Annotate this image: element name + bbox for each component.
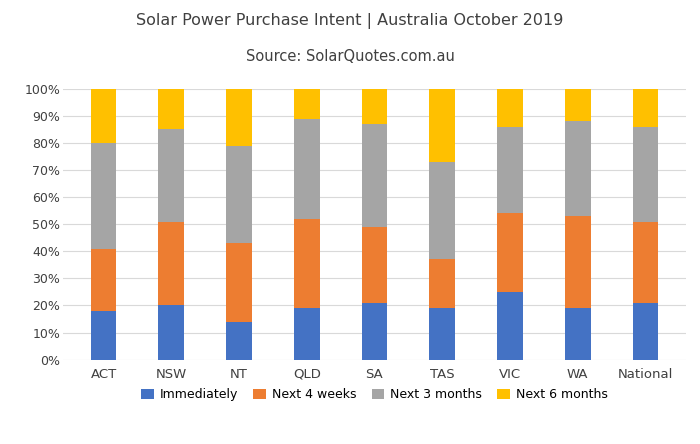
Bar xyxy=(226,322,252,360)
Bar xyxy=(429,259,455,308)
Bar xyxy=(226,243,252,322)
Bar xyxy=(91,249,116,311)
Bar xyxy=(158,222,184,305)
Bar xyxy=(633,127,658,222)
Bar xyxy=(362,124,387,227)
Bar xyxy=(565,216,591,308)
Bar xyxy=(497,89,523,127)
Bar xyxy=(294,119,320,219)
Bar xyxy=(91,89,116,143)
Bar xyxy=(633,222,658,303)
Bar xyxy=(294,89,320,119)
Bar xyxy=(91,143,116,249)
Bar xyxy=(91,311,116,360)
Bar xyxy=(158,130,184,222)
Bar xyxy=(226,89,252,146)
Text: Solar Power Purchase Intent | Australia October 2019: Solar Power Purchase Intent | Australia … xyxy=(136,13,564,29)
Bar xyxy=(158,305,184,360)
Bar xyxy=(497,292,523,360)
Bar xyxy=(565,308,591,360)
Bar xyxy=(362,303,387,360)
Bar xyxy=(633,303,658,360)
Text: Source: SolarQuotes.com.au: Source: SolarQuotes.com.au xyxy=(246,49,454,64)
Bar xyxy=(294,219,320,308)
Bar xyxy=(497,127,523,214)
Bar xyxy=(362,227,387,303)
Bar xyxy=(565,89,591,121)
Bar xyxy=(497,214,523,292)
Legend: Immediately, Next 4 weeks, Next 3 months, Next 6 months: Immediately, Next 4 weeks, Next 3 months… xyxy=(136,383,612,406)
Bar xyxy=(429,162,455,259)
Bar xyxy=(158,89,184,130)
Bar xyxy=(565,121,591,216)
Bar xyxy=(294,308,320,360)
Bar xyxy=(226,146,252,243)
Bar xyxy=(633,89,658,127)
Bar xyxy=(362,89,387,124)
Bar xyxy=(429,89,455,162)
Bar xyxy=(429,308,455,360)
